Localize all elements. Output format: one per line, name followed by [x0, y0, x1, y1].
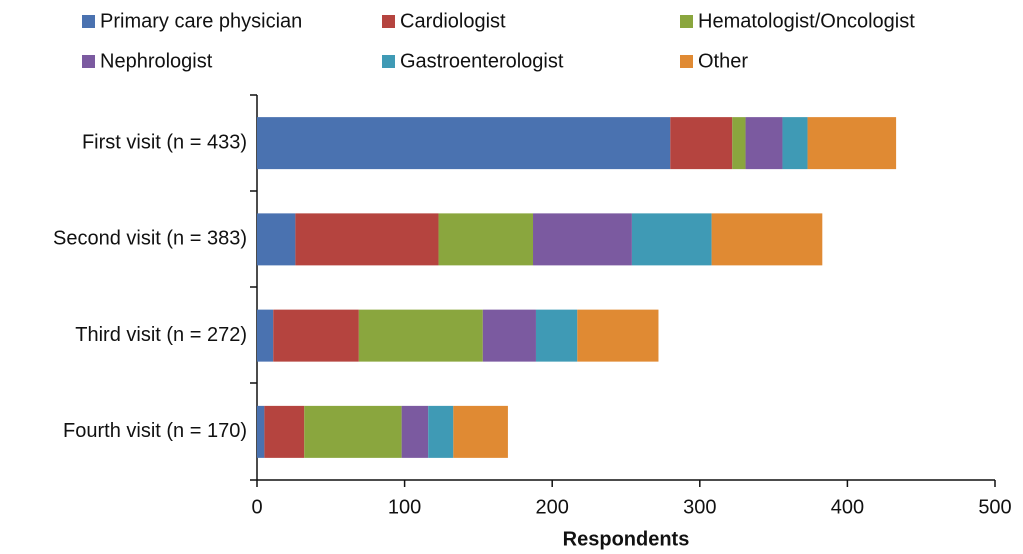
legend-label: Other [698, 50, 748, 72]
bar-segment [273, 309, 359, 362]
bar-segment [428, 405, 454, 458]
bar-segment [807, 117, 897, 170]
bar-segment [482, 309, 536, 362]
x-tick-label: 300 [683, 496, 716, 518]
bar-segment [257, 117, 671, 170]
x-tick-label: 0 [251, 496, 262, 518]
legend-swatch [382, 15, 395, 28]
y-tick-label: Third visit (n = 272) [75, 324, 247, 346]
legend-swatch [82, 55, 95, 68]
bar-segment [533, 213, 632, 266]
y-tick-label: Fourth visit (n = 170) [63, 420, 247, 442]
bar-segment [453, 405, 508, 458]
bar-segment [535, 309, 578, 362]
legend-swatch [382, 55, 395, 68]
x-axis-title: Respondents [563, 528, 690, 550]
y-tick-label: First visit (n = 433) [82, 131, 247, 153]
bar-segment [264, 405, 305, 458]
bar-segment [745, 117, 783, 170]
legend-swatch [680, 15, 693, 28]
y-tick-label: Second visit (n = 383) [53, 228, 247, 250]
legend-label: Primary care physician [100, 10, 302, 32]
bar-segment [711, 213, 823, 266]
legend-swatch [680, 55, 693, 68]
bar-segment [577, 309, 659, 362]
x-tick-label: 400 [831, 496, 864, 518]
x-tick-label: 500 [978, 496, 1011, 518]
bar-segment [304, 405, 402, 458]
bar-segment [631, 213, 712, 266]
legend-label: Cardiologist [400, 10, 506, 32]
legend-swatch [82, 15, 95, 28]
bar-segment [358, 309, 483, 362]
legend-label: Hematologist/Oncologist [698, 10, 915, 32]
bar-segment [257, 213, 296, 266]
bar-segment [438, 213, 534, 266]
bar-segment [257, 309, 274, 362]
bar-segment [401, 405, 429, 458]
bar-segment [257, 405, 265, 458]
bar-segment [670, 117, 733, 170]
x-tick-label: 200 [536, 496, 569, 518]
x-tick-label: 100 [388, 496, 421, 518]
legend-label: Gastroenterologist [400, 50, 564, 72]
bar-segment [295, 213, 439, 266]
bar-segment [782, 117, 808, 170]
bar-segment [732, 117, 746, 170]
legend-label: Nephrologist [100, 50, 213, 72]
